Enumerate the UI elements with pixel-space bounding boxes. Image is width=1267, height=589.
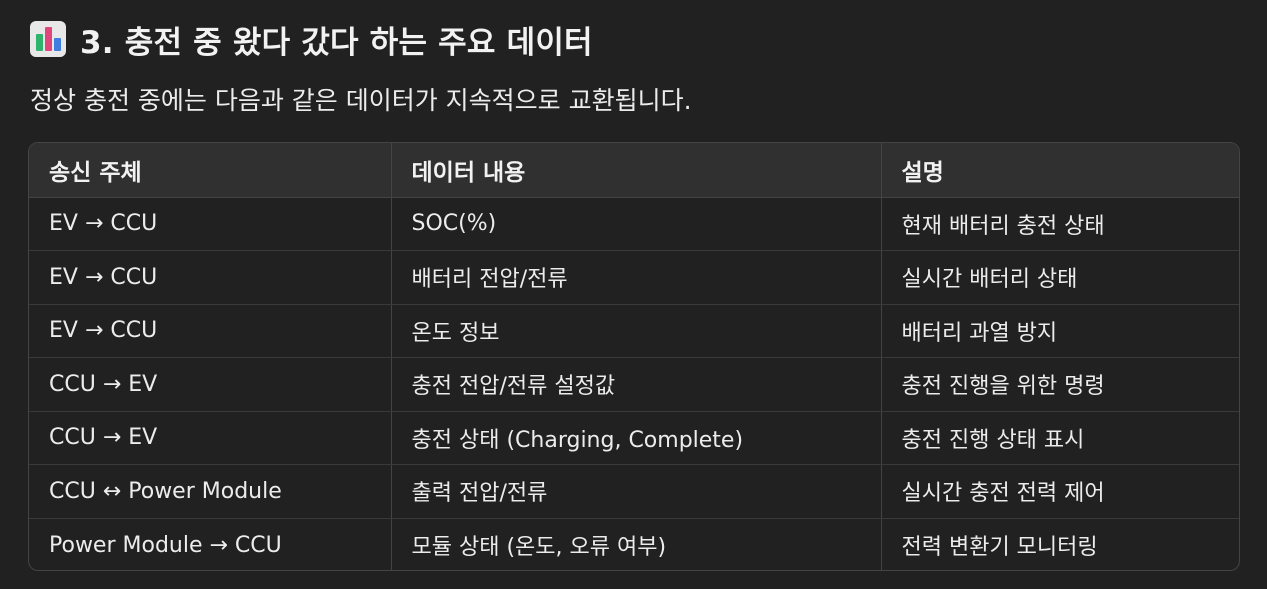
cell-description: 배터리 과열 방지 (881, 304, 1239, 358)
cell-data-content: 출력 전압/전류 (391, 464, 882, 519)
cell-description: 실시간 배터리 상태 (881, 250, 1239, 305)
table-header-row: 송신 주체 데이터 내용 설명 (29, 143, 1239, 198)
header-description: 설명 (881, 143, 1239, 198)
table-row: CCU ↔ Power Module 출력 전압/전류 실시간 충전 전력 제어 (29, 464, 1239, 519)
cell-sender: EV → CCU (29, 250, 392, 305)
table-row: EV → CCU SOC(%) 현재 배터리 충전 상태 (29, 197, 1239, 251)
data-table: 송신 주체 데이터 내용 설명 EV → CCU SOC(%) 현재 배터리 충… (28, 142, 1240, 571)
heading-title: 3. 충전 중 왔다 갔다 하는 주요 데이터 (80, 24, 593, 61)
table-row: Power Module → CCU 모듈 상태 (온도, 오류 여부) 전력 … (29, 518, 1239, 570)
cell-sender: CCU ↔ Power Module (29, 464, 392, 519)
table-row: CCU → EV 충전 전압/전류 설정값 충전 진행을 위한 명령 (29, 357, 1239, 412)
cell-description: 충전 진행 상태 표시 (881, 411, 1239, 465)
cell-data-content: SOC(%) (391, 197, 882, 251)
cell-sender: CCU → EV (29, 411, 392, 465)
cell-sender: EV → CCU (29, 197, 392, 251)
cell-sender: CCU → EV (29, 357, 392, 412)
cell-data-content: 온도 정보 (391, 304, 882, 358)
cell-data-content: 모듈 상태 (온도, 오류 여부) (391, 518, 882, 570)
cell-data-content: 충전 전압/전류 설정값 (391, 357, 882, 412)
table-row: EV → CCU 온도 정보 배터리 과열 방지 (29, 304, 1239, 358)
cell-data-content: 충전 상태 (Charging, Complete) (391, 411, 882, 465)
header-sender: 송신 주체 (29, 143, 392, 198)
cell-description: 전력 변환기 모니터링 (901, 535, 1098, 560)
cell-description: 충전 진행을 위한 명령 (881, 357, 1239, 412)
header-data-content: 데이터 내용 (391, 143, 882, 198)
table-row: CCU → EV 충전 상태 (Charging, Complete) 충전 진… (29, 411, 1239, 465)
cell-sender: EV → CCU (29, 304, 392, 358)
intro-paragraph: 정상 충전 중에는 다음과 같은 데이터가 지속적으로 교환됩니다. (30, 86, 692, 115)
bar-chart-icon (30, 21, 66, 57)
cell-description: 실시간 충전 전력 제어 (881, 464, 1239, 519)
cell-data-content: 배터리 전압/전류 (391, 250, 882, 305)
cell-sender: Power Module → CCU (29, 518, 392, 570)
cell-description: 현재 배터리 충전 상태 (881, 197, 1239, 251)
table-row: EV → CCU 배터리 전압/전류 실시간 배터리 상태 (29, 250, 1239, 305)
section-heading: 3. 충전 중 왔다 갔다 하는 주요 데이터 (30, 17, 593, 61)
